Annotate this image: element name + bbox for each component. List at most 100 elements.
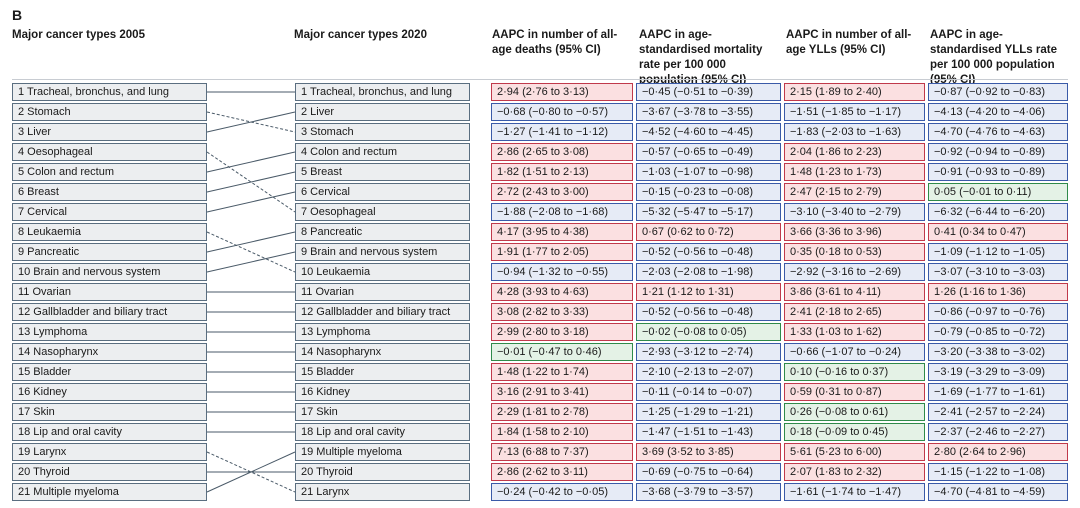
rank-2020-item: 6 Cervical [295, 183, 470, 201]
aapc-asmr-value: 1·21 (1·12 to 1·31) [636, 283, 781, 301]
rank-2005-item: 16 Kidney [12, 383, 207, 401]
aapc-yll-rate-value: −2·37 (−2·46 to −2·27) [928, 423, 1068, 441]
rank-2020-item: 16 Kidney [295, 383, 470, 401]
aapc-deaths-value: −0·24 (−0·42 to −0·05) [491, 483, 633, 501]
aapc-asmr-value: −0·15 (−0·23 to −0·08) [636, 183, 781, 201]
aapc-ylls-value: 0·10 (−0·16 to 0·37) [784, 363, 925, 381]
aapc-yll-rate-value: −0·92 (−0·94 to −0·89) [928, 143, 1068, 161]
aapc-asmr-value: −0·52 (−0·56 to −0·48) [636, 303, 781, 321]
aapc-yll-rate-value: −4·13 (−4·20 to −4·06) [928, 103, 1068, 121]
rank-2005-item: 8 Leukaemia [12, 223, 207, 241]
aapc-yll-rate-value: 0·05 (−0·01 to 0·11) [928, 183, 1068, 201]
aapc-yll-rate-value: −0·79 (−0·85 to −0·72) [928, 323, 1068, 341]
rank-2005-item: 9 Pancreatic [12, 243, 207, 261]
aapc-yll-rate-value: 1·26 (1·16 to 1·36) [928, 283, 1068, 301]
aapc-ylls-value: 2·15 (1·89 to 2·40) [784, 83, 925, 101]
rank-connector [206, 231, 296, 253]
aapc-deaths-value: 1·91 (1·77 to 2·05) [491, 243, 633, 261]
aapc-ylls-value: −2·92 (−3·16 to −2·69) [784, 263, 925, 281]
aapc-deaths-value: 1·84 (1·58 to 2·10) [491, 423, 633, 441]
aapc-ylls-value: 3·86 (3·61 to 4·11) [784, 283, 925, 301]
aapc-deaths-value: 4·17 (3·95 to 4·38) [491, 223, 633, 241]
rank-2020-item: 17 Skin [295, 403, 470, 421]
rank-2020-item: 9 Brain and nervous system [295, 243, 470, 261]
aapc-asmr-value: −2·10 (−2·13 to −2·07) [636, 363, 781, 381]
rank-connector [206, 451, 296, 493]
rank-2020-item: 8 Pancreatic [295, 223, 470, 241]
aapc-deaths-value: 2·72 (2·43 to 3·00) [491, 183, 633, 201]
aapc-ylls-value: 5·61 (5·23 to 6·00) [784, 443, 925, 461]
aapc-ylls-value: 2·47 (2·15 to 2·79) [784, 183, 925, 201]
aapc-asmr-value: −2·03 (−2·08 to −1·98) [636, 263, 781, 281]
aapc-ylls-value: 0·59 (0·31 to 0·87) [784, 383, 925, 401]
rank-2005-item: 17 Skin [12, 403, 207, 421]
header-aapc-ylls: AAPC in number of all-age YLLs (95% CI) [786, 29, 912, 56]
aapc-deaths-value: −0·01 (−0·47 to 0·46) [491, 343, 633, 361]
rank-2020-item: 20 Thyroid [295, 463, 470, 481]
aapc-deaths-value: −0·94 (−1·32 to −0·55) [491, 263, 633, 281]
panel-label: B [12, 7, 23, 23]
aapc-asmr-value: −2·93 (−3·12 to −2·74) [636, 343, 781, 361]
rank-2005-item: 12 Gallbladder and biliary tract [12, 303, 207, 321]
rank-2020-item: 12 Gallbladder and biliary tract [295, 303, 470, 321]
aapc-deaths-value: −1·27 (−1·41 to −1·12) [491, 123, 633, 141]
header-2005: Major cancer types 2005 [12, 29, 145, 41]
aapc-deaths-value: 2·99 (2·80 to 3·18) [491, 323, 633, 341]
aapc-asmr-value: −5·32 (−5·47 to −5·17) [636, 203, 781, 221]
aapc-asmr-value: −0·57 (−0·65 to −0·49) [636, 143, 781, 161]
aapc-deaths-value: −0·68 (−0·80 to −0·57) [491, 103, 633, 121]
aapc-ylls-value: −1·51 (−1·85 to −1·17) [784, 103, 925, 121]
aapc-deaths-value: 1·82 (1·51 to 2·13) [491, 163, 633, 181]
rank-2005-item: 2 Stomach [12, 103, 207, 121]
rank-2005-item: 4 Oesophageal [12, 143, 207, 161]
rank-2020-item: 15 Bladder [295, 363, 470, 381]
aapc-ylls-value: 1·33 (1·03 to 1·62) [784, 323, 925, 341]
aapc-yll-rate-value: −1·09 (−1·12 to −1·05) [928, 243, 1068, 261]
rank-2020-item: 10 Leukaemia [295, 263, 470, 281]
aapc-yll-rate-value: −0·87 (−0·92 to −0·83) [928, 83, 1068, 101]
aapc-asmr-value: 3·69 (3·52 to 3·85) [636, 443, 781, 461]
aapc-yll-rate-value: −3·07 (−3·10 to −3·03) [928, 263, 1068, 281]
rank-2020-item: 11 Ovarian [295, 283, 470, 301]
rank-2020-item: 3 Stomach [295, 123, 470, 141]
aapc-yll-rate-value: −3·20 (−3·38 to −3·02) [928, 343, 1068, 361]
aapc-deaths-value: 3·16 (2·91 to 3·41) [491, 383, 633, 401]
aapc-ylls-value: 0·18 (−0·09 to 0·45) [784, 423, 925, 441]
aapc-yll-rate-value: −2·41 (−2·57 to −2·24) [928, 403, 1068, 421]
aapc-yll-rate-value: −4·70 (−4·76 to −4·63) [928, 123, 1068, 141]
rank-2020-item: 4 Colon and rectum [295, 143, 470, 161]
rank-2020-item: 1 Tracheal, bronchus, and lung [295, 83, 470, 101]
aapc-ylls-value: −0·66 (−1·07 to −0·24) [784, 343, 925, 361]
rank-2005-item: 18 Lip and oral cavity [12, 423, 207, 441]
rank-2020-item: 7 Oesophageal [295, 203, 470, 221]
header-divider [12, 79, 1068, 80]
aapc-ylls-value: 2·07 (1·83 to 2·32) [784, 463, 925, 481]
aapc-yll-rate-value: 2·80 (2·64 to 2·96) [928, 443, 1068, 461]
rank-2005-item: 19 Larynx [12, 443, 207, 461]
aapc-ylls-value: 3·66 (3·36 to 3·96) [784, 223, 925, 241]
rank-2005-item: 1 Tracheal, bronchus, and lung [12, 83, 207, 101]
rank-connector [206, 111, 296, 133]
aapc-asmr-value: −0·02 (−0·08 to 0·05) [636, 323, 781, 341]
rank-2005-item: 10 Brain and nervous system [12, 263, 207, 281]
aapc-yll-rate-value: −0·86 (−0·97 to −0·76) [928, 303, 1068, 321]
rank-2020-item: 14 Nasopharynx [295, 343, 470, 361]
rank-2020-item: 2 Liver [295, 103, 470, 121]
rank-2020-item: 19 Multiple myeloma [295, 443, 470, 461]
aapc-yll-rate-value: −4·70 (−4·81 to −4·59) [928, 483, 1068, 501]
rank-connector [206, 191, 296, 213]
aapc-deaths-value: 4·28 (3·93 to 4·63) [491, 283, 633, 301]
aapc-yll-rate-value: −1·15 (−1·22 to −1·08) [928, 463, 1068, 481]
rank-2005-item: 14 Nasopharynx [12, 343, 207, 361]
aapc-asmr-value: −1·47 (−1·51 to −1·43) [636, 423, 781, 441]
aapc-ylls-value: 2·41 (2·18 to 2·65) [784, 303, 925, 321]
aapc-asmr-value: −3·68 (−3·79 to −3·57) [636, 483, 781, 501]
header-aapc-deaths: AAPC in number of all-age deaths (95% CI… [492, 29, 618, 56]
aapc-ylls-value: 1·48 (1·23 to 1·73) [784, 163, 925, 181]
aapc-yll-rate-value: −3·19 (−3·29 to −3·09) [928, 363, 1068, 381]
aapc-deaths-value: 1·48 (1·22 to 1·74) [491, 363, 633, 381]
aapc-ylls-value: −3·10 (−3·40 to −2·79) [784, 203, 925, 221]
aapc-yll-rate-value: −0·91 (−0·93 to −0·89) [928, 163, 1068, 181]
aapc-deaths-value: 2·29 (1·81 to 2·78) [491, 403, 633, 421]
aapc-yll-rate-value: −6·32 (−6·44 to −6·20) [928, 203, 1068, 221]
